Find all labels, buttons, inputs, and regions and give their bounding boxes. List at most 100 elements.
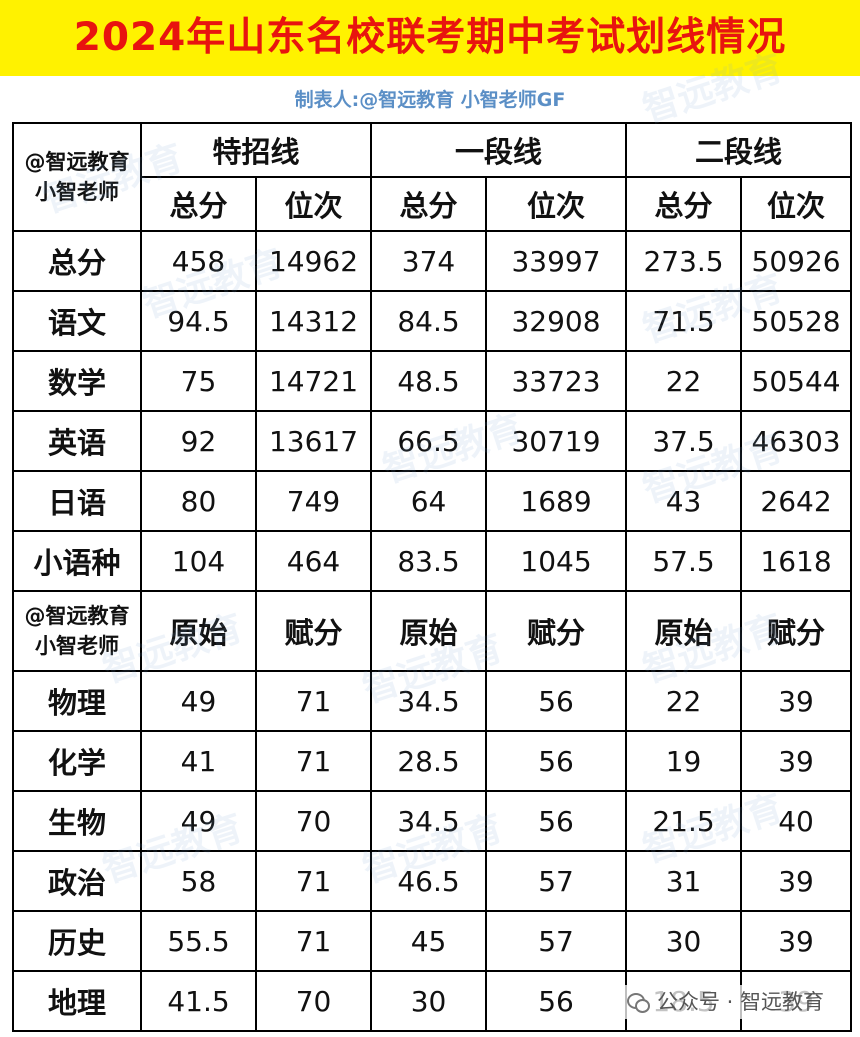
- corner-label-line1: @智远教育: [24, 150, 130, 174]
- table-cell: 46303: [740, 410, 853, 472]
- row-label: 总分: [12, 230, 142, 292]
- corner-label-line2: 小智老师: [35, 634, 119, 658]
- col-header-scaled: 赋分: [254, 590, 373, 672]
- author-credit: 制表人:@智远教育 小智老师GF: [294, 89, 566, 111]
- title-banner: 2024年山东名校联考期中考试划线情况: [0, 0, 860, 76]
- table-cell: 39: [740, 670, 853, 732]
- corner-label: @智远教育 小智老师: [12, 122, 142, 232]
- table-cell: 41: [140, 730, 257, 792]
- table-cell: 28.5: [370, 730, 488, 792]
- table-cell: 45: [370, 910, 488, 972]
- corner-label-line2: 小智老师: [35, 180, 119, 204]
- table-cell: 71: [254, 730, 373, 792]
- table-cell: 14962: [254, 230, 373, 292]
- table-cell: 749: [254, 470, 373, 532]
- table-cell: 84.5: [370, 290, 488, 352]
- table-cell: 58: [140, 850, 257, 912]
- table-cell: 13617: [254, 410, 373, 472]
- band-second: 二段线: [625, 122, 853, 178]
- table-row: 历史 55.5 71 45 57 30 39: [12, 910, 853, 972]
- table-cell: 70: [254, 790, 373, 852]
- table-cell: 34.5: [370, 670, 488, 732]
- score-subheader-row: 总分 位次 总分 位次 总分 位次: [13, 176, 853, 232]
- col-header-scaled: 赋分: [485, 590, 628, 672]
- row-label: 语文: [12, 290, 142, 352]
- row-label: 小语种: [12, 530, 142, 592]
- table-row: 小语种 104 464 83.5 1045 57.5 1618: [12, 530, 853, 592]
- row-label: 数学: [12, 350, 142, 412]
- table-cell: 50528: [740, 290, 853, 352]
- wechat-icon: [626, 993, 650, 1013]
- table-cell: 43: [625, 470, 743, 532]
- table-cell: 19: [625, 730, 743, 792]
- band-header-row: @智远教育 小智老师 特招线 一段线 二段线: [12, 122, 853, 232]
- band-special: 特招线: [139, 122, 373, 178]
- table-cell: 22: [625, 670, 743, 732]
- table-cell: 56: [485, 730, 628, 792]
- table-cell: 46.5: [370, 850, 488, 912]
- table-cell: 34.5: [370, 790, 488, 852]
- table-cell: 50544: [740, 350, 853, 412]
- table-cell: 104: [140, 530, 257, 592]
- row-label: 化学: [12, 730, 142, 792]
- table-cell: 22: [625, 350, 743, 412]
- table-cell: 1045: [485, 530, 628, 592]
- table-cell: 39: [740, 850, 853, 912]
- row-label: 日语: [12, 470, 142, 532]
- table-cell: 39: [740, 730, 853, 792]
- table-cell: 48.5: [370, 350, 488, 412]
- table-row: 生物 49 70 34.5 56 21.5 40: [12, 790, 853, 852]
- col-header-rank: 位次: [254, 176, 373, 232]
- table-cell: 71: [254, 670, 373, 732]
- table-cell: 49: [140, 790, 257, 852]
- table-cell: 41.5: [140, 970, 257, 1032]
- col-header-scaled: 赋分: [740, 590, 853, 672]
- table-row: 语文 94.5 14312 84.5 32908 71.5 50528: [12, 290, 853, 352]
- table-cell: 30719: [485, 410, 628, 472]
- table-cell: 92: [140, 410, 257, 472]
- table-cell: 66.5: [370, 410, 488, 472]
- table-row: 物理 49 71 34.5 56 22 39: [12, 670, 853, 732]
- row-label: 地理: [12, 970, 142, 1032]
- table-cell: 32908: [485, 290, 628, 352]
- table-cell: 21.5: [625, 790, 743, 852]
- table-cell: 374: [370, 230, 488, 292]
- table-cell: 56: [485, 790, 628, 852]
- table-cell: 33723: [485, 350, 628, 412]
- table-cell: 83.5: [370, 530, 488, 592]
- col-header-total: 总分: [370, 176, 488, 232]
- table-cell: 1689: [485, 470, 628, 532]
- table-cell: 57.5: [625, 530, 743, 592]
- table-cell: 56: [485, 670, 628, 732]
- corner-label-line1: @智远教育: [24, 604, 130, 628]
- table-cell: 14721: [254, 350, 373, 412]
- table-cell: 57: [485, 910, 628, 972]
- table-row: 总分 458 14962 374 33997 273.5 50926: [12, 230, 853, 292]
- table-cell: 64: [370, 470, 488, 532]
- table-cell: 55.5: [140, 910, 257, 972]
- table-row: 政治 58 71 46.5 57 31 39: [12, 850, 853, 912]
- table-cell: 94.5: [140, 290, 257, 352]
- col-header-raw: 原始: [140, 590, 257, 672]
- row-label: 政治: [12, 850, 142, 912]
- score-line-table: @智远教育 小智老师 特招线 一段线 二段线 总分 位次 总分 位次 总分 位次…: [12, 122, 853, 1032]
- table-cell: 49: [140, 670, 257, 732]
- table-cell: 31: [625, 850, 743, 912]
- table-row: 日语 80 749 64 1689 43 2642: [12, 470, 853, 532]
- table-cell: 464: [254, 530, 373, 592]
- row-label: 历史: [12, 910, 142, 972]
- table-cell: 57: [485, 850, 628, 912]
- col-header-total: 总分: [140, 176, 257, 232]
- wechat-footer: 公众号 · 智远教育: [620, 985, 830, 1019]
- table-cell: 33997: [485, 230, 628, 292]
- table-row: 英语 92 13617 66.5 30719 37.5 46303: [12, 410, 853, 472]
- table-cell: 56: [485, 970, 628, 1032]
- table-cell: 70: [254, 970, 373, 1032]
- table-cell: 75: [140, 350, 257, 412]
- subject-subheader-row: @智远教育 小智老师 原始 赋分 原始 赋分 原始 赋分: [12, 590, 853, 672]
- table-cell: 1618: [740, 530, 853, 592]
- page-title: 2024年山东名校联考期中考试划线情况: [73, 15, 787, 60]
- table-cell: 71: [254, 850, 373, 912]
- col-header-rank: 位次: [485, 176, 628, 232]
- corner-label: @智远教育 小智老师: [12, 590, 142, 672]
